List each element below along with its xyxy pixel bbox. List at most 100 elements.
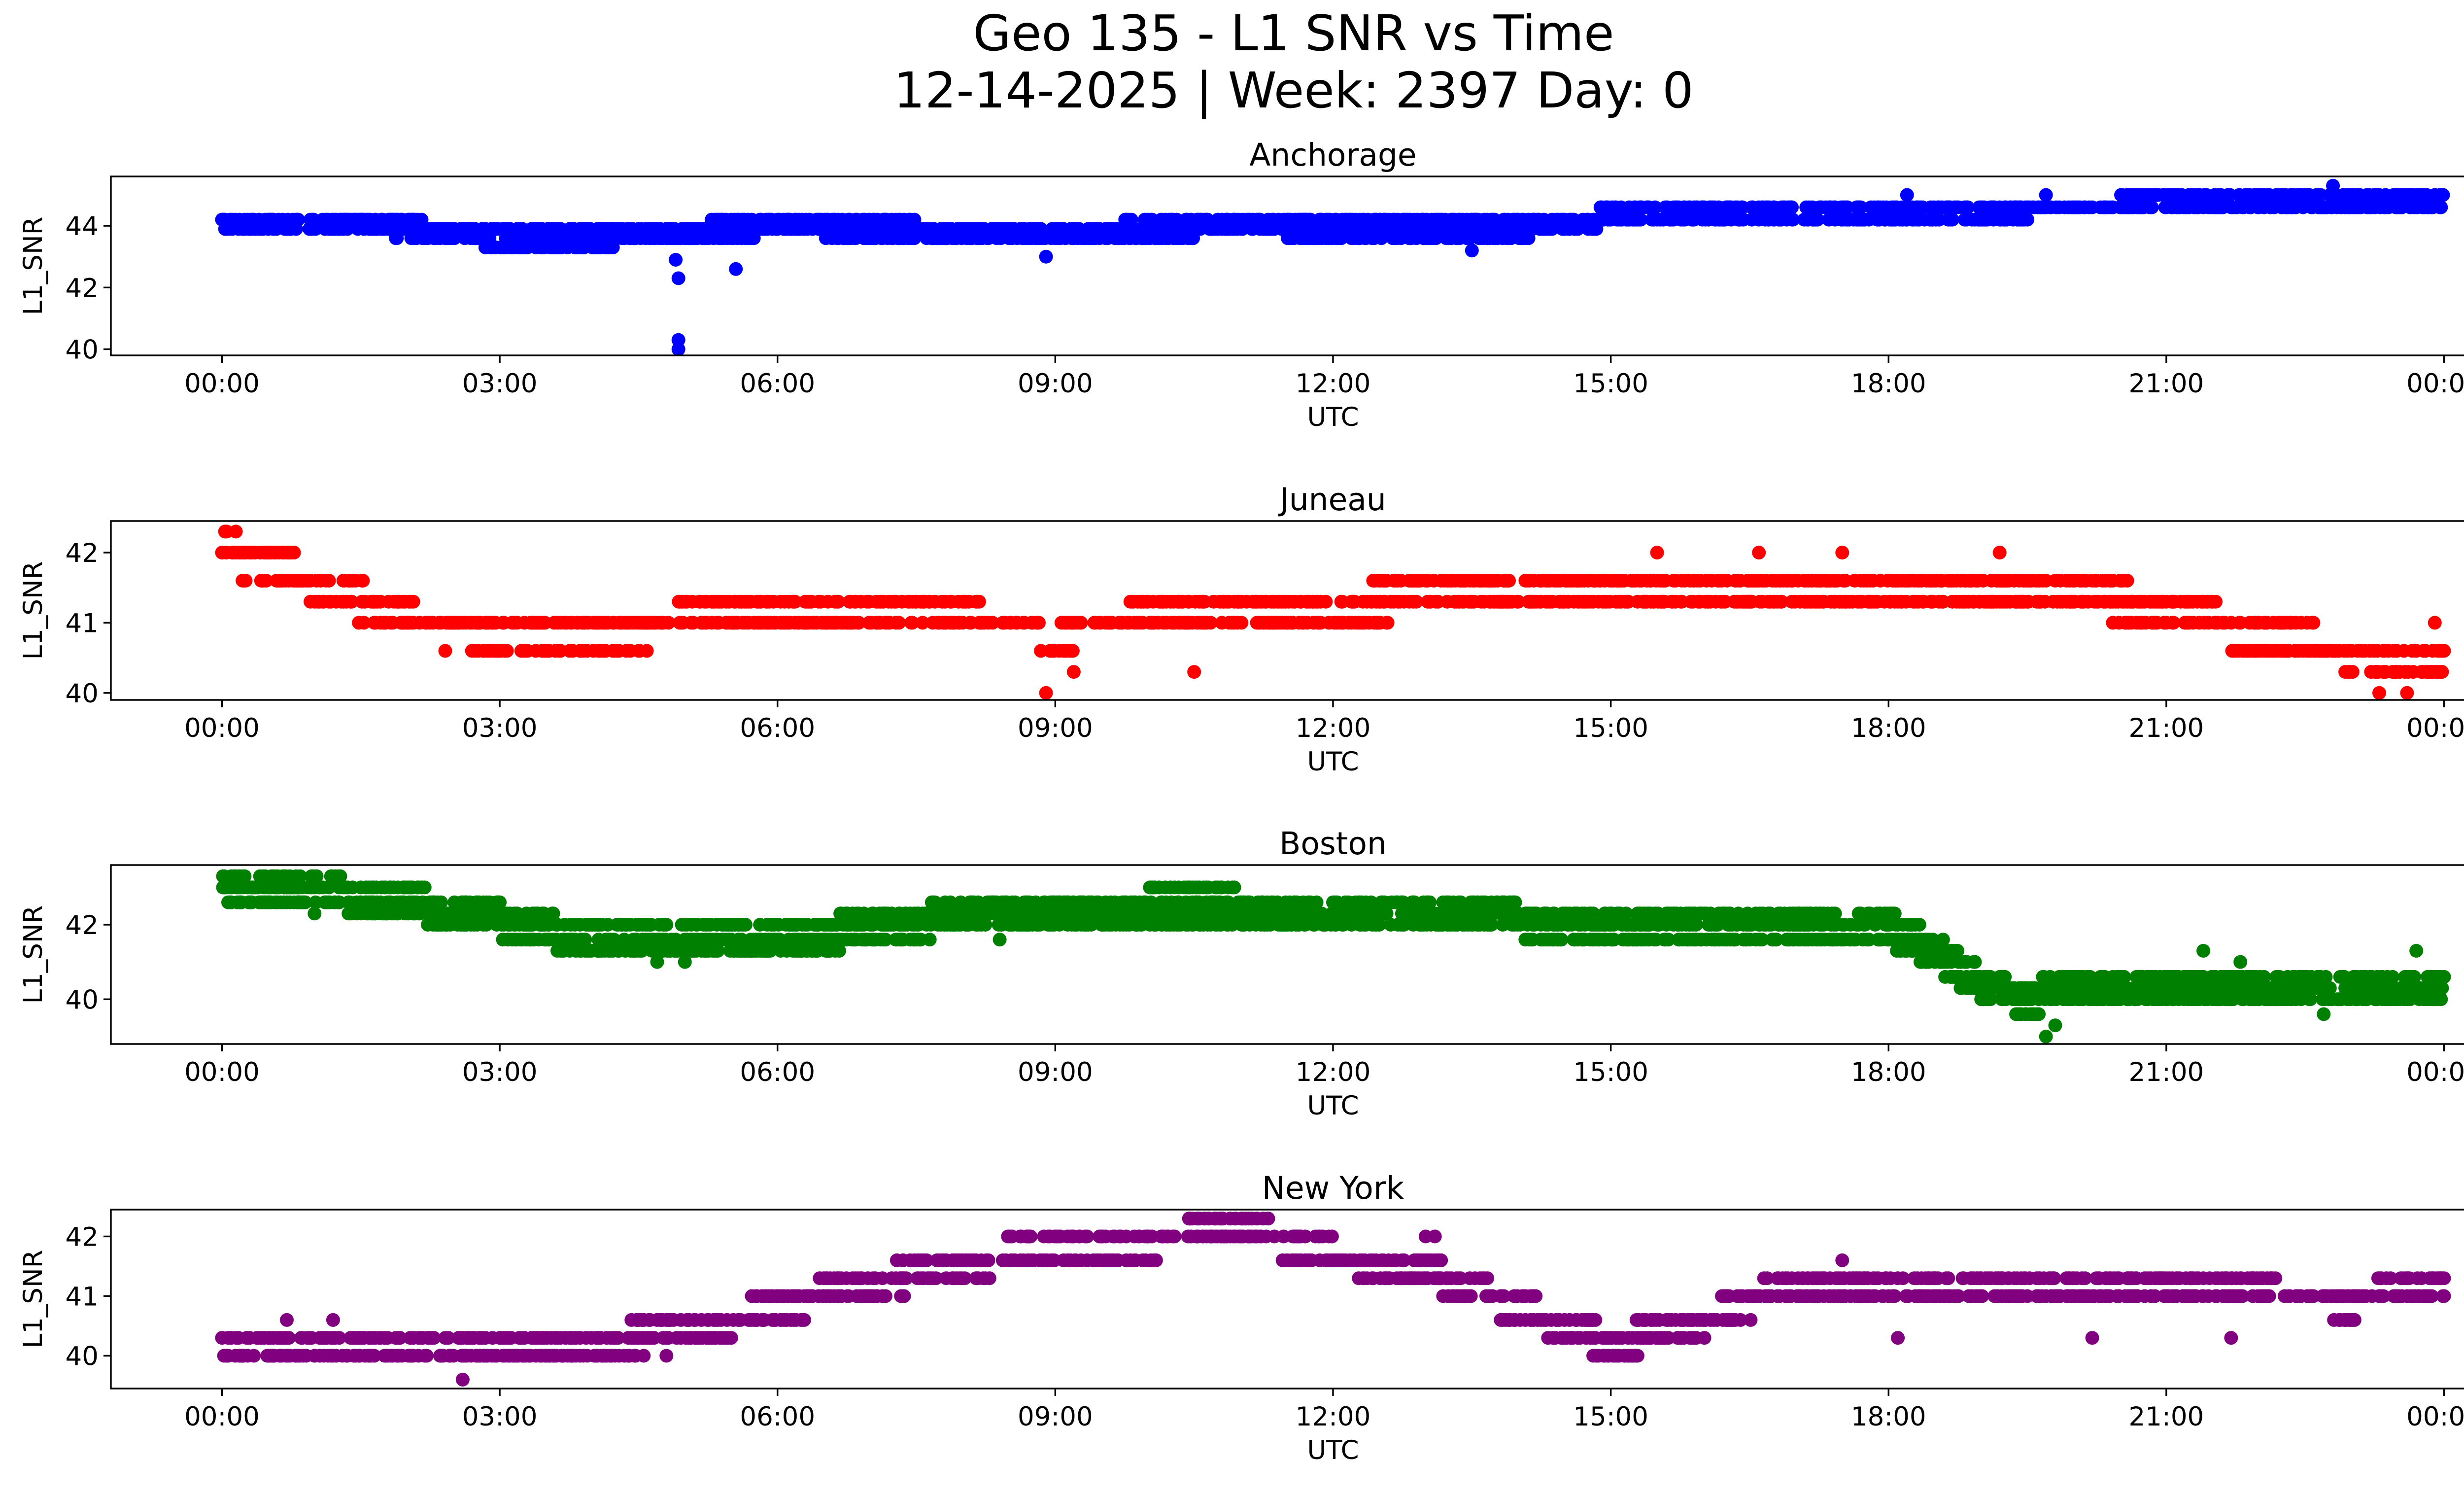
x-axis-label: UTC	[1307, 747, 1359, 777]
data-point	[344, 594, 359, 609]
data-point-outlier	[669, 253, 683, 267]
data-point-outlier	[671, 271, 685, 285]
data-point-outlier	[1039, 249, 1053, 264]
data-point	[986, 616, 999, 630]
x-tick-label: 18:00	[1851, 369, 1926, 399]
data-point	[1785, 200, 1799, 214]
data-point	[1811, 212, 1825, 227]
data-point	[747, 231, 761, 245]
x-tick-label: 03:00	[462, 369, 538, 399]
data-point	[739, 918, 753, 932]
data-point	[500, 644, 514, 658]
y-tick-label: 42	[66, 273, 99, 303]
data-point	[659, 918, 674, 932]
data-point	[238, 869, 252, 883]
data-point	[923, 933, 937, 947]
data-point	[661, 616, 676, 630]
data-point	[1319, 594, 1333, 609]
data-point	[2345, 665, 2360, 679]
data-point-outlier	[1650, 546, 1664, 560]
x-tick-label: 00:00	[2406, 369, 2464, 399]
data-point	[1227, 880, 1241, 895]
data-point-outlier	[729, 262, 743, 276]
data-point	[1634, 212, 1648, 227]
data-point-outlier	[671, 333, 685, 347]
data-point-outlier	[1900, 188, 1914, 202]
figure-title-line2: 12-14-2025 | Week: 2397 Day: 0	[893, 62, 1693, 119]
data-point-outlier	[2039, 188, 2053, 202]
data-point	[2166, 616, 2181, 630]
data-point	[1511, 594, 1525, 609]
data-point-outlier	[2428, 616, 2442, 630]
data-point-outlier	[229, 524, 243, 539]
data-point	[1234, 616, 1249, 630]
data-point	[2436, 188, 2450, 202]
data-point	[406, 594, 420, 609]
x-tick-label: 12:00	[1296, 713, 1371, 743]
y-tick-label: 40	[66, 679, 99, 709]
x-tick-label: 06:00	[740, 713, 815, 743]
data-point	[905, 616, 920, 630]
subplot-title: Juneau	[1278, 482, 1386, 518]
data-point	[1853, 200, 1868, 214]
y-axis-label: L1_SNR	[18, 561, 48, 660]
y-tick-label: 40	[66, 335, 99, 365]
x-tick-label: 00:00	[184, 713, 260, 743]
y-tick-label: 42	[66, 538, 99, 568]
data-point-outlier	[2372, 686, 2386, 700]
data-point	[356, 574, 370, 588]
data-point	[417, 880, 432, 895]
data-point	[1380, 616, 1395, 630]
x-tick-label: 00:00	[184, 369, 260, 399]
x-tick-label: 15:00	[1573, 713, 1648, 743]
figure-title-line1: Geo 135 - L1 SNR vs Time	[973, 4, 1614, 62]
data-point	[1032, 616, 1046, 630]
data-point-outlier	[1992, 546, 2007, 560]
x-tick-label: 00:00	[2406, 713, 2464, 743]
data-point-outlier	[1465, 243, 1479, 258]
data-point	[892, 616, 906, 630]
data-point	[1203, 616, 1218, 630]
data-point	[1912, 918, 1926, 932]
y-tick-label: 44	[66, 211, 99, 242]
data-point	[1648, 200, 1662, 214]
data-point	[298, 895, 312, 909]
data-point-outlier	[1835, 546, 1849, 560]
data-point	[788, 594, 802, 609]
data-point	[1945, 212, 1959, 227]
subplot-title: Boston	[1279, 826, 1387, 862]
scatter-series	[216, 869, 2451, 1043]
data-point	[2145, 200, 2159, 214]
data-point	[1786, 212, 1800, 227]
data-point-outlier	[2326, 178, 2340, 193]
x-tick-label: 18:00	[1851, 713, 1926, 743]
data-point	[640, 644, 654, 658]
data-point	[972, 594, 986, 609]
data-point	[259, 574, 274, 588]
data-point	[916, 616, 930, 630]
x-tick-label: 09:00	[1018, 369, 1093, 399]
data-point	[357, 616, 371, 630]
data-point	[322, 880, 336, 895]
x-axis-label: UTC	[1307, 402, 1359, 432]
x-tick-label: 06:00	[740, 369, 815, 399]
data-point	[1961, 200, 1975, 214]
data-point	[2434, 200, 2448, 214]
data-point	[291, 212, 305, 227]
data-point	[2120, 574, 2134, 588]
data-point-outlier	[1039, 686, 1053, 700]
data-point	[1074, 616, 1088, 630]
data-point	[2209, 594, 2223, 609]
scatter-series	[215, 178, 2450, 356]
data-point-outlier	[2400, 686, 2414, 700]
data-point	[239, 574, 253, 588]
data-point	[2020, 212, 2035, 227]
data-point	[1554, 933, 1569, 947]
data-point	[1502, 574, 1516, 588]
data-point	[2435, 665, 2449, 679]
data-point	[287, 546, 301, 560]
y-tick-label: 41	[66, 608, 99, 638]
